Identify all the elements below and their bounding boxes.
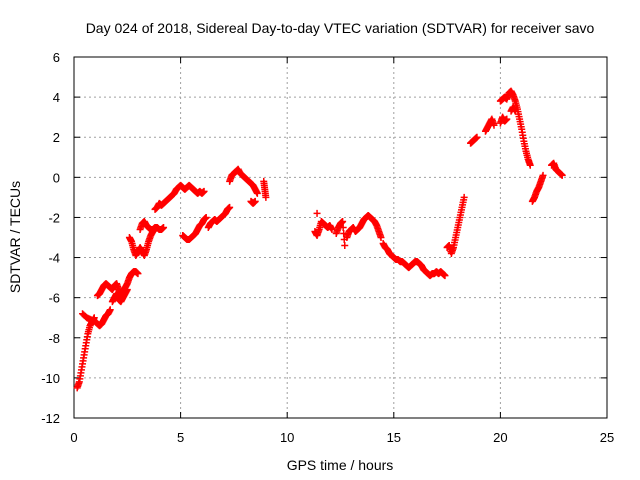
data-point-marker [200,187,208,195]
data-point-marker [202,213,210,221]
y-tick-label: -2 [48,210,60,225]
data-point-marker [226,203,234,211]
data-point-marker [558,171,566,179]
data-point-marker [134,270,142,278]
y-tick-label: -12 [41,411,60,426]
data-point-marker [106,306,114,314]
x-tick-label: 20 [493,430,507,445]
data-point-marker [328,225,336,233]
chart-title: Day 024 of 2018, Sidereal Day-to-day VTE… [86,20,595,36]
data-point-marker [262,193,270,201]
data-point-marker [460,193,468,201]
x-tick-labels: 0 5 10 15 20 25 [70,430,614,445]
x-tick-label: 10 [280,430,294,445]
y-axis-label: SDTVAR / TECUs [7,181,23,293]
y-tick-label: 2 [53,130,60,145]
plot-frame [73,56,608,419]
x-tick-label: 15 [387,430,401,445]
x-tick-label: 5 [177,430,184,445]
y-tick-label: -10 [41,371,60,386]
data-point-marker [377,234,385,241]
data-point-marker [473,133,481,141]
y-tick-label: -8 [48,331,60,346]
data-point-marker [253,189,261,197]
data-markers [73,87,566,392]
data-point-marker [123,286,131,294]
x-tick-label: 25 [600,430,614,445]
y-tick-label: 4 [53,90,60,105]
y-tick-label: 6 [53,50,60,65]
x-axis-label: GPS time / hours [287,457,394,473]
y-tick-labels: -12 -10 -8 -6 -4 -2 0 2 4 6 [41,50,60,426]
data-point-marker [251,197,259,205]
data-point-marker [341,242,349,250]
data-point-marker [313,209,321,217]
y-tick-label: -6 [48,291,60,306]
data-point-marker [160,223,168,231]
data-point-marker [339,223,347,231]
data-point-marker [503,115,511,123]
data-point-marker [441,272,449,280]
data-point-marker [511,107,519,115]
y-tick-label: 0 [53,170,60,185]
x-tick-label: 0 [70,430,77,445]
data-point-marker [339,217,347,225]
data-point-marker [526,161,534,169]
data-point-marker [539,171,547,179]
y-tick-label: -4 [48,251,60,266]
grid-lines [74,57,607,418]
data-point-marker [490,121,498,129]
